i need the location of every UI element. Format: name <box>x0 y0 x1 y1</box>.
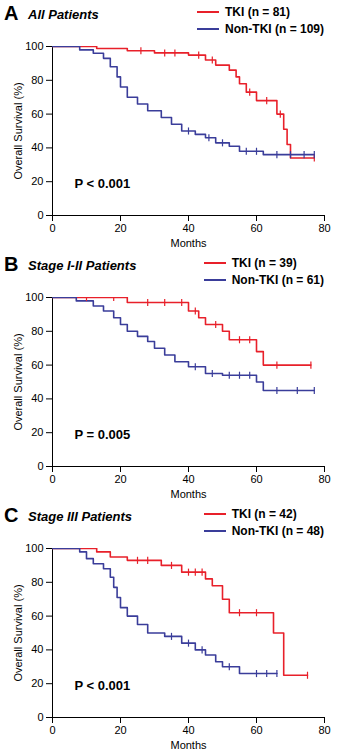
svg-text:40: 40 <box>182 222 194 234</box>
svg-text:80: 80 <box>31 325 43 337</box>
svg-text:60: 60 <box>31 610 43 622</box>
svg-text:60: 60 <box>31 359 43 371</box>
svg-text:80: 80 <box>31 576 43 588</box>
html-text:Stage I-II Patients: Stage I-II Patients <box>28 258 137 273</box>
svg-text:80: 80 <box>318 222 330 234</box>
svg-text:40: 40 <box>182 473 194 485</box>
svg-text:P = 0.005: P = 0.005 <box>75 427 131 442</box>
html-text:TKI (n = 42): TKI (n = 42) <box>231 507 297 521</box>
html-text:All Patients: All Patients <box>28 7 99 22</box>
svg-text:20: 20 <box>31 175 43 187</box>
html-text:C: C <box>4 504 19 526</box>
svg-text:0: 0 <box>37 460 43 472</box>
svg-text:P < 0.001: P < 0.001 <box>75 678 131 693</box>
svg-text:20: 20 <box>114 473 126 485</box>
html-text:TKI (n = 81): TKI (n = 81) <box>225 5 290 19</box>
svg-text:20: 20 <box>31 426 43 438</box>
html-text:Stage III Patients: Stage III Patients <box>28 509 132 524</box>
html-text:Non-TKI (n = 61): Non-TKI (n = 61) <box>231 273 324 287</box>
svg-text:0: 0 <box>49 222 55 234</box>
svg-text:Overall Survival (%): Overall Survival (%) <box>12 333 24 430</box>
svg-text:Months: Months <box>170 237 207 249</box>
svg-text:Months: Months <box>170 739 207 751</box>
svg-text:0: 0 <box>37 711 43 723</box>
svg-text:40: 40 <box>182 724 194 736</box>
svg-text:0: 0 <box>49 473 55 485</box>
svg-text:100: 100 <box>25 40 43 52</box>
svg-text:0: 0 <box>37 209 43 221</box>
svg-text:0: 0 <box>49 724 55 736</box>
svg-text:60: 60 <box>31 108 43 120</box>
html-text:TKI (n = 39): TKI (n = 39) <box>231 256 297 270</box>
html-text:A: A <box>4 2 19 24</box>
svg-text:80: 80 <box>318 473 330 485</box>
html-text:B: B <box>4 253 19 275</box>
svg-text:P < 0.001: P < 0.001 <box>75 176 131 191</box>
svg-text:40: 40 <box>31 141 43 153</box>
svg-text:Overall Survival (%): Overall Survival (%) <box>12 82 24 179</box>
svg-text:Months: Months <box>170 488 207 500</box>
svg-text:Overall Survival (%): Overall Survival (%) <box>12 584 24 681</box>
svg-text:100: 100 <box>25 291 43 303</box>
svg-text:60: 60 <box>250 222 262 234</box>
svg-text:20: 20 <box>31 677 43 689</box>
svg-text:100: 100 <box>25 542 43 554</box>
svg-text:60: 60 <box>250 473 262 485</box>
svg-text:60: 60 <box>250 724 262 736</box>
svg-text:80: 80 <box>318 724 330 736</box>
svg-text:20: 20 <box>114 222 126 234</box>
html-text:Non-TKI (n = 48): Non-TKI (n = 48) <box>231 524 324 538</box>
svg-text:20: 20 <box>114 724 126 736</box>
html-text:Non-TKI (n = 109): Non-TKI (n = 109) <box>225 22 324 36</box>
svg-text:40: 40 <box>31 392 43 404</box>
svg-text:40: 40 <box>31 643 43 655</box>
svg-text:80: 80 <box>31 74 43 86</box>
